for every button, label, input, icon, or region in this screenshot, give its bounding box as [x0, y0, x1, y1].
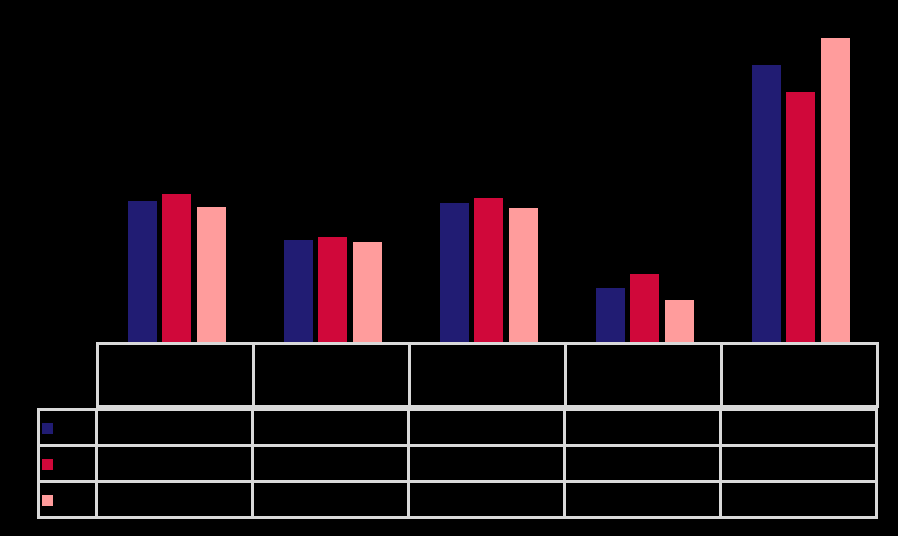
- category-header-row: [96, 342, 879, 408]
- series-data-table: [37, 408, 878, 519]
- legend-cell-1: [37, 408, 98, 447]
- category-header-cell-2: [252, 342, 411, 408]
- legend-swatch-icon: [42, 495, 53, 507]
- legend-cell-3: [37, 480, 98, 519]
- bar-series3-group3: [509, 208, 538, 342]
- table-cell-r2-c5: [719, 444, 878, 483]
- bar-series2-group3: [474, 198, 504, 342]
- table-cell-r2-c1: [95, 444, 254, 483]
- bar-series1-group2: [283, 240, 313, 342]
- table-cell-r2-c3: [407, 444, 566, 483]
- bar-series3-group1: [197, 207, 226, 342]
- category-header-cell-3: [408, 342, 567, 408]
- table-cell-r3-c5: [719, 480, 878, 519]
- bar-series1-group4: [595, 288, 625, 342]
- category-header-cell-5: [720, 342, 879, 408]
- legend-swatch-icon: [42, 459, 53, 471]
- bar-series3-group2: [353, 242, 382, 342]
- bar-series2-group1: [162, 194, 192, 342]
- bar-series2-group4: [630, 274, 660, 342]
- legend-cell-2: [37, 444, 98, 483]
- bar-series1-group3: [439, 203, 469, 342]
- table-cell-r2-c4: [563, 444, 722, 483]
- table-cell-r1-c2: [251, 408, 410, 447]
- category-header-tr: [96, 342, 879, 408]
- bar-series1-group1: [127, 201, 157, 342]
- table-cell-r3-c2: [251, 480, 410, 519]
- legend-swatch-icon: [42, 423, 53, 435]
- table-cell-r1-c5: [719, 408, 878, 447]
- table-cell-r2-c2: [251, 444, 410, 483]
- bar-series3-group5: [821, 38, 850, 342]
- table-cell-r3-c3: [407, 480, 566, 519]
- table-cell-r3-c1: [95, 480, 254, 519]
- bar-series3-group4: [665, 300, 694, 342]
- bar-series2-group2: [318, 237, 348, 342]
- table-cell-r3-c4: [563, 480, 722, 519]
- category-header-cell-1: [96, 342, 255, 408]
- bar-series2-group5: [786, 92, 816, 342]
- series-row-2: [37, 444, 878, 483]
- series-row-1: [37, 408, 878, 447]
- table-cell-r1-c1: [95, 408, 254, 447]
- table-cell-r1-c4: [563, 408, 722, 447]
- series-row-3: [37, 480, 878, 519]
- category-header-cell-4: [564, 342, 723, 408]
- bar-series1-group5: [751, 65, 781, 342]
- table-cell-r1-c3: [407, 408, 566, 447]
